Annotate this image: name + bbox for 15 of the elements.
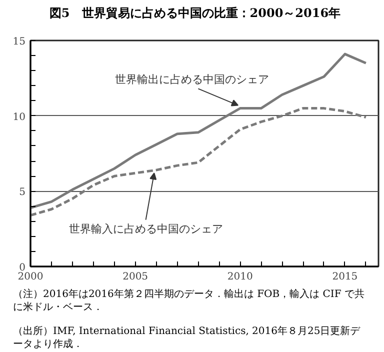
x-tick-label: 2000 — [18, 272, 44, 282]
x-tick-label: 2005 — [122, 272, 148, 282]
series-label: 世界輸出に占める中国のシェア — [114, 73, 269, 86]
text: （出所）IMF, International Financial Statistics, 2016年８月25日更新データより作成． — [13, 326, 362, 351]
x-tick-label: 2015 — [332, 272, 358, 282]
text: （注）2016年は2016年第２四半期のデータ．輸出は FOB，輸入は CIF で共に米ドル・ベース． — [13, 289, 366, 314]
y-tick-label: 10 — [12, 112, 26, 123]
series-label: 世界輸入に占める中国のシェア — [68, 222, 223, 236]
y-tick-label: 0 — [19, 262, 26, 274]
y-tick-label: 5 — [19, 187, 26, 198]
line-series — [30, 107, 368, 217]
chart-title: 図5 世界貿易に占める中国の比重：2000～2016年 — [49, 5, 341, 22]
y-tick-label: 15 — [12, 36, 26, 48]
line-series — [30, 52, 368, 209]
x-tick-label: 2010 — [227, 272, 253, 282]
